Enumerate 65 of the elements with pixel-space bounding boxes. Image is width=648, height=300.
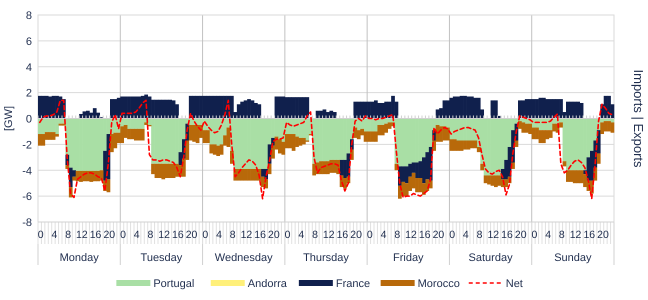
x-tick-label: 0 (284, 229, 291, 241)
x-tick-label: 12 (570, 229, 582, 241)
legend-label: Net (506, 278, 523, 290)
x-tick-label: 0 (532, 229, 538, 241)
x-tick-label: 12 (487, 229, 500, 241)
x-tick-label: 20 (103, 229, 116, 241)
x-tick-label: 12 (158, 229, 170, 241)
text: Wednesday (214, 252, 274, 264)
y-tick-label: -6 (22, 191, 32, 204)
x-tick-label: 20 (350, 229, 362, 241)
legend-label: Morocco (418, 278, 460, 290)
x-tick-label: 8 (230, 229, 236, 241)
x-tick-label: 4 (298, 229, 304, 241)
x-tick-label: 16 (418, 229, 431, 241)
y2-axis-title: Imports | Exports (631, 69, 646, 168)
x-tick-label: 0 (202, 229, 208, 241)
x-tick-label: 12 (240, 229, 252, 241)
legend-label: France (336, 278, 370, 290)
x-tick-label: 16 (501, 229, 513, 241)
x-tick-label: 20 (597, 229, 609, 241)
text: Monday (60, 252, 100, 264)
x-tick-label: 16 (254, 229, 266, 241)
x-tick-label: 8 (558, 229, 565, 241)
x-tick-label: 0 (366, 229, 373, 241)
x-tick-label: 16 (90, 229, 102, 241)
x-tick-label: 16 (172, 229, 184, 241)
y-tick-label: 4 (26, 62, 32, 74)
x-tick-label: 8 (65, 229, 72, 241)
x-tick-label: 12 (405, 229, 417, 241)
x-tick-label: 4 (134, 229, 140, 241)
x-tick-label: 12 (76, 229, 88, 241)
x-tick-label: 12 (322, 229, 335, 241)
text: Saturday (468, 252, 514, 264)
x-tick-label: 4 (52, 229, 58, 241)
y-tick-label: 2 (26, 88, 32, 100)
x-tick-label: 8 (394, 229, 400, 241)
x-tick-label: 16 (336, 229, 348, 241)
y-axis-title: [GW] (3, 106, 15, 132)
x-tick-label: 4 (380, 229, 387, 241)
x-tick-label: 20 (514, 229, 527, 241)
text: Tuesday (140, 252, 183, 264)
x-tick-label: 0 (38, 229, 44, 241)
x-tick-label: 4 (462, 229, 469, 241)
text: Thursday (303, 252, 350, 264)
x-tick-label: 4 (216, 229, 222, 241)
y-tick-label: -4 (22, 165, 32, 178)
x-tick-label: 8 (312, 229, 318, 241)
y-tick-label: 6 (26, 36, 32, 48)
text: Friday (393, 252, 424, 264)
x-tick-label: 4 (545, 229, 552, 241)
legend-label: Portugal (153, 278, 194, 290)
x-tick-label: 8 (476, 229, 483, 241)
x-tick-label: 20 (268, 229, 280, 241)
y-tick-label: -8 (22, 217, 32, 229)
y-tick-label: 0 (26, 114, 32, 126)
text: Sunday (554, 252, 592, 264)
x-tick-label: 16 (583, 229, 596, 241)
y-tick-label: 8 (26, 10, 32, 22)
x-tick-label: 20 (186, 229, 198, 241)
x-tick-label: 20 (432, 229, 444, 241)
legend-label: Andorra (248, 278, 288, 290)
x-tick-label: 0 (449, 229, 456, 241)
x-tick-label: 8 (148, 229, 154, 241)
y-tick-label: -2 (22, 139, 32, 152)
x-tick-label: 0 (120, 229, 126, 241)
